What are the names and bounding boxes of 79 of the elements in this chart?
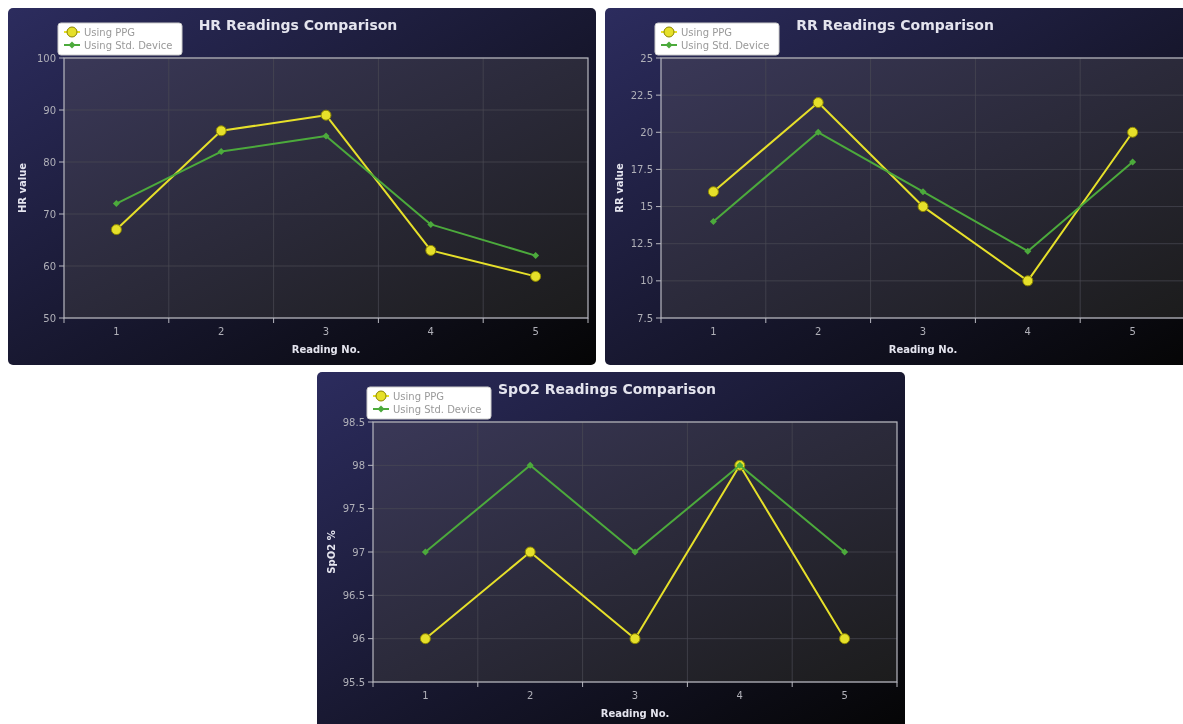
x-tick-label: 3 — [322, 326, 330, 337]
x-tick-label: 1 — [422, 690, 429, 701]
x-tick-label: 1 — [710, 326, 717, 337]
y-tick-label: 7.5 — [637, 312, 653, 324]
y-tick-label: 90 — [43, 104, 56, 116]
point — [217, 148, 225, 156]
point — [919, 188, 927, 196]
x-tick-label: 2 — [218, 326, 225, 337]
x-axis-title: Reading No. — [291, 344, 361, 355]
y-tick-label: 10 — [640, 275, 653, 287]
point — [419, 633, 431, 645]
point — [707, 186, 719, 198]
chart-title: RR Readings Comparison — [796, 17, 994, 33]
point — [631, 548, 639, 556]
point — [812, 97, 824, 109]
y-tick-label: 95.5 — [342, 676, 365, 688]
legend-label: Using PPG — [393, 390, 444, 402]
y-tick-label: 50 — [43, 312, 56, 324]
y-tick-label: 15 — [640, 201, 653, 213]
legend-label: Using PPG — [84, 26, 135, 38]
point — [1024, 247, 1032, 255]
y-tick-label: 97 — [352, 546, 365, 558]
x-tick-label: 5 — [532, 326, 539, 337]
legend-label: Using Std. Device — [84, 39, 173, 51]
y-tick-label: 70 — [43, 208, 56, 220]
y-tick-label: 98.5 — [342, 416, 365, 428]
point — [320, 109, 332, 121]
chart-title: SpO2 Readings Comparison — [498, 381, 716, 397]
x-tick-label: 4 — [1024, 326, 1031, 337]
point — [1129, 158, 1137, 166]
point — [532, 252, 540, 260]
y-tick-label: 60 — [43, 260, 56, 272]
y-tick-label: 98 — [352, 459, 365, 471]
point — [1022, 275, 1034, 287]
x-tick-label: 3 — [919, 326, 927, 337]
legend-label: Using PPG — [681, 26, 732, 38]
point — [839, 633, 851, 645]
y-tick-label: 80 — [43, 156, 56, 168]
x-tick-label: 4 — [736, 690, 743, 701]
x-tick-label: 2 — [815, 326, 822, 337]
point — [524, 546, 536, 558]
y-tick-label: 96 — [352, 633, 365, 645]
x-axis-title: Reading No. — [888, 344, 958, 355]
point — [1127, 126, 1139, 138]
x-tick-label: 4 — [427, 326, 434, 337]
y-tick-label: 22.5 — [630, 89, 653, 101]
point — [425, 244, 437, 256]
point — [526, 461, 534, 469]
chart-title: HR Readings Comparison — [198, 17, 398, 33]
y-tick-label: 96.5 — [342, 589, 365, 601]
point — [917, 201, 929, 213]
point — [629, 633, 641, 645]
point — [841, 548, 849, 556]
y-tick-label: 20 — [640, 126, 653, 138]
point — [421, 548, 429, 556]
legend-label: Using Std. Device — [393, 403, 482, 415]
point — [427, 220, 435, 228]
point — [530, 270, 542, 282]
x-axis-title: Reading No. — [600, 708, 670, 719]
point — [110, 224, 122, 236]
y-axis-title: HR value — [17, 162, 28, 214]
x-tick-label: 2 — [527, 690, 534, 701]
point — [322, 132, 330, 140]
x-tick-label: 5 — [841, 690, 848, 701]
y-tick-label: 25 — [640, 52, 653, 64]
y-tick-label: 97.5 — [342, 503, 365, 515]
point — [215, 125, 227, 137]
x-tick-label: 3 — [631, 690, 639, 701]
y-axis-title: SpO2 % — [326, 530, 337, 574]
point — [814, 128, 822, 136]
legend-label: Using Std. Device — [681, 39, 770, 51]
y-tick-label: 100 — [36, 52, 56, 64]
y-axis-title: RR value — [614, 163, 625, 213]
point — [112, 200, 120, 208]
x-tick-label: 1 — [113, 326, 120, 337]
point — [709, 217, 717, 225]
x-tick-label: 5 — [1129, 326, 1136, 337]
y-tick-label: 12.5 — [630, 238, 653, 250]
y-tick-label: 17.5 — [630, 163, 653, 175]
